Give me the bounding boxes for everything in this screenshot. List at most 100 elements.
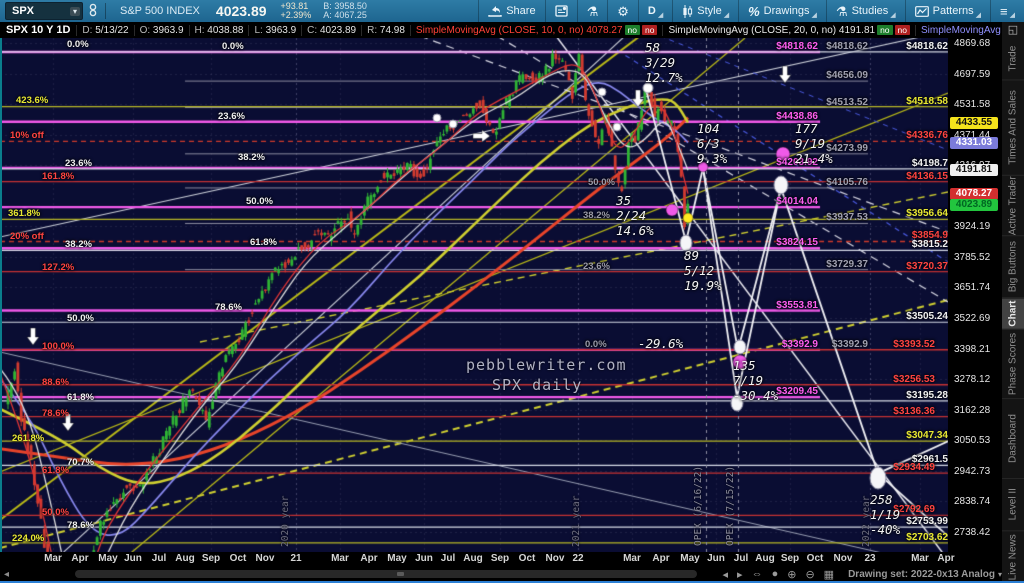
toolbar-buttons: Share ⚗ ⚙ D ◢ Style ◢ % Drawings ◢ ⚗ Studie… (478, 0, 1024, 22)
month-label: May (98, 553, 118, 564)
ohlc-key: C: (307, 24, 320, 36)
chevron-down-icon: ◢ (890, 12, 896, 19)
month-label: Jul (440, 553, 456, 564)
flask-button[interactable]: ⚗ (576, 0, 608, 22)
change-value: +93.81 (280, 1, 309, 11)
tab-chart[interactable]: Chart (1002, 298, 1024, 330)
divider (105, 3, 106, 19)
ohlc-value: 3963.9 (265, 24, 297, 36)
symbol-select[interactable]: SPX ▾ (5, 2, 83, 20)
ohlc-cell: L: 3963.9 (248, 24, 301, 36)
ohlc-key: R: (367, 24, 380, 36)
chart-title: SPX 10 Y 1D (6, 24, 71, 36)
link-icon[interactable] (87, 3, 99, 20)
chart-header-bar: SPX 10 Y 1D D: 5/13/22 O: 3963.9 H: 4038.8… (0, 22, 1024, 38)
ohlc-value: 5/13/22 (95, 24, 129, 36)
month-label: Mar (331, 553, 349, 564)
price-tick: 3278.12 (954, 374, 991, 386)
study-label: SimpleMovingAvg (CLOSE, 10, 0, no) 4078.… (415, 24, 623, 36)
zoom-in-icon[interactable]: ⊕ (787, 568, 797, 581)
chevron-down-icon: ▾ (69, 6, 80, 16)
ohlc-key: O: (139, 24, 153, 36)
chart-scrollbar[interactable] (75, 570, 697, 578)
grid-icon[interactable]: ▦ (823, 568, 835, 581)
tab-trade[interactable]: Trade (1002, 38, 1024, 81)
zoom-out-icon[interactable]: ⊖ (805, 568, 815, 581)
tab-big-buttons[interactable]: Big Buttons (1002, 236, 1024, 299)
ohlc-cell: R: 74.98 (361, 24, 410, 36)
menu-button[interactable]: ≡ ◢ (990, 0, 1024, 22)
tab-phase-scores[interactable]: Phase Scores (1002, 329, 1024, 400)
ohlc-value: 4038.88 (207, 24, 244, 36)
month-label: Nov (255, 553, 275, 564)
scrollbar-thumb[interactable] (397, 572, 405, 576)
report-button[interactable] (544, 0, 577, 22)
study-flag-badge[interactable]: no (877, 24, 893, 35)
studies-readout: SimpleMovingAvg (CLOSE, 10, 0, no) 4078.… (409, 22, 1024, 38)
price-tick: 3651.74 (954, 282, 991, 294)
drawing-set-selector[interactable]: Drawing set: 2022-0x13 Analog (848, 568, 995, 580)
ohlc-cell: H: 4038.88 (188, 24, 249, 36)
month-label: Nov (833, 553, 853, 564)
tab-times-and-sales[interactable]: Times And Sales (1002, 80, 1024, 177)
change-percent: +2.39% (280, 10, 312, 20)
tab-level-ii[interactable]: Level II (1002, 479, 1024, 532)
detach-icon[interactable]: ◱ (1007, 24, 1019, 36)
bid-value: 3958.50 (334, 1, 367, 11)
chevron-down-icon: ◢ (723, 12, 730, 19)
month-label: Apr (937, 553, 955, 564)
study-readout[interactable]: SimpleMovingAvg (CLOSE, 10, 0, no) 4078.… (409, 24, 663, 36)
month-label: Apr (360, 553, 378, 564)
pan-icon[interactable]: ⇔ (751, 568, 763, 580)
gear-button[interactable]: ⚙ (607, 0, 638, 22)
month-label: Jun (415, 553, 433, 564)
share-button[interactable]: Share (478, 0, 544, 22)
study-label: SimpleMovingAvg (CLOSE, 50, 0,... (921, 24, 1024, 36)
studies-button[interactable]: ⚗ Studies ◢ (825, 0, 905, 22)
tab-dashboard[interactable]: Dashboard (1002, 399, 1024, 480)
bid-ask-stack: B: 3958.50 A: 4067.25 (323, 1, 367, 20)
symbol-description: S&P 500 INDEX (120, 5, 200, 17)
price-tick: 3050.53 (954, 435, 991, 447)
study-readout[interactable]: SimpleMovingAvg (CLOSE, 50, 0,... (915, 24, 1024, 36)
tab-live-news[interactable]: Live News (1002, 531, 1024, 583)
timeframe-button[interactable]: D ◢ (637, 0, 672, 22)
study-flag-badge[interactable]: no (894, 24, 911, 35)
month-label: May (680, 553, 700, 564)
drawings-button[interactable]: % Drawings ◢ (738, 0, 826, 22)
ohlc-cell: D: 5/13/22 (76, 24, 133, 36)
price-axis[interactable]: 4869.684697.594531.584371.444216.973924.… (948, 38, 1002, 565)
month-label: Mar (623, 553, 641, 564)
month-label: Mar (911, 553, 929, 564)
month-label: Jul (151, 553, 167, 564)
percent-icon: % (748, 3, 760, 19)
ohlc-key: H: (194, 24, 208, 36)
scroll-left-icon[interactable]: ◂ (4, 568, 10, 580)
month-label: Aug (175, 553, 195, 564)
window-edge-left (0, 38, 2, 565)
top-toolbar: SPX ▾ S&P 500 INDEX 4023.89 +93.81 +2.39… (0, 0, 1024, 22)
tab-active-trader[interactable]: Active Trader (1002, 176, 1024, 237)
ask-value: 4067.25 (334, 10, 367, 20)
month-label: Apr (71, 553, 89, 564)
auto-scale-icon[interactable]: ● (771, 568, 779, 580)
month-label: Oct (806, 553, 824, 564)
study-readout[interactable]: SimpleMovingAvg (CLOSE, 20, 0, no) 4191.… (662, 24, 915, 36)
price-badge: 4023.89 (950, 199, 998, 212)
page-right-icon[interactable]: ▸ (737, 568, 743, 581)
ohlc-readout: D: 5/13/22 O: 3963.9 H: 4038.88 L: 3963.9 C:… (76, 22, 410, 38)
price-tick: 4531.58 (954, 99, 991, 111)
price-tick: 3785.52 (954, 251, 991, 263)
page-left-icon[interactable]: ◂ (722, 568, 729, 581)
study-flag-badge[interactable]: no (642, 24, 658, 35)
last-price: 4023.89 (215, 3, 267, 19)
time-axis[interactable]: Mar Apr May Jun Jul Aug Sep Oct Nov 21 Mar Apr May Ju… (0, 552, 1002, 565)
study-flag-badge[interactable]: no (624, 24, 640, 35)
style-button[interactable]: Style ◢ (672, 0, 738, 22)
symbol-value: SPX (12, 5, 35, 17)
chevron-down-icon: ▾ (997, 569, 1002, 579)
month-label: 21 (290, 553, 302, 564)
patterns-button[interactable]: Patterns ◢ (904, 0, 990, 22)
